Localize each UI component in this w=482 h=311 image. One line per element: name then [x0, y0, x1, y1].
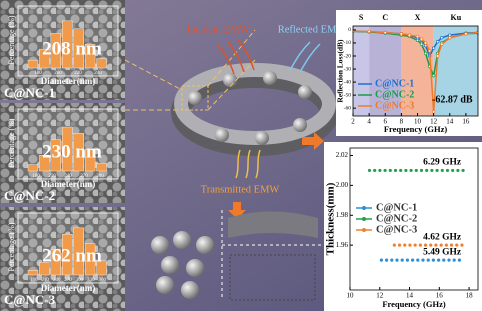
y-tick-label: 0	[348, 27, 351, 33]
thickness-y-label: Thickness(mm)	[325, 182, 337, 255]
sample-label: C@NC-2	[4, 188, 55, 203]
y-tick-label: -50	[344, 92, 352, 98]
bandwidth-label: 5.49 GHz	[423, 247, 462, 257]
hist-y-label: Percentage (%)	[7, 118, 16, 167]
rl-annotation: -62.87 dB	[432, 94, 473, 105]
rl-point	[424, 42, 427, 45]
histogram-bar	[28, 165, 38, 171]
figure: 180200220240Percentage (%)Diameter(nm)20…	[0, 0, 482, 311]
y-tick-label: 2.00	[336, 181, 349, 189]
y-tick-label: 2.02	[336, 151, 349, 159]
rl-point	[432, 47, 435, 50]
rl-point	[428, 49, 431, 52]
legend-dot	[362, 206, 366, 210]
band-label: S	[359, 13, 364, 22]
histogram-bar	[97, 163, 107, 171]
x-tick-label: 10	[347, 292, 355, 300]
y-tick-label: 1.96	[336, 241, 349, 249]
x-tick-label: 18	[466, 292, 474, 300]
histogram-bar	[28, 270, 38, 275]
x-tick-label: 4	[367, 118, 371, 126]
thickness-x-label: Frequency (GHz)	[382, 299, 446, 309]
particle-size: 230 nm	[42, 141, 102, 162]
rl-point	[384, 31, 387, 34]
y-tick-label: -10	[344, 40, 352, 46]
legend-label: C@NC-2	[376, 213, 417, 224]
rl-point	[436, 40, 439, 43]
legend-label: C@NC-2	[375, 89, 414, 100]
legend-label: C@NC-3	[375, 100, 414, 111]
bandwidth-label: 6.29 GHz	[423, 158, 462, 168]
legend-label: C@NC-1	[375, 78, 414, 89]
rl-point	[416, 35, 419, 38]
bandwidth-label: 4.62 GHz	[423, 232, 462, 242]
rl-point	[432, 74, 435, 77]
y-tick-label: 1.98	[336, 211, 349, 219]
band-label: C	[382, 13, 388, 22]
rl-point	[408, 34, 411, 37]
rl-point	[448, 34, 451, 37]
histogram-bar	[28, 60, 38, 68]
rl-point	[424, 52, 427, 55]
rl-point	[436, 55, 439, 58]
sem-panel: 180210240270300Percentage (%)Diameter(nm…	[0, 103, 125, 203]
particle-size: 208 nm	[42, 38, 102, 59]
band-label: Ku	[450, 13, 461, 22]
rl-point	[465, 33, 468, 36]
y-tick-label: -30	[344, 66, 352, 72]
rl-point	[400, 33, 403, 36]
hist-x-tick: 180	[32, 174, 40, 179]
x-tick-label: 2	[351, 118, 355, 126]
sample-label: C@NC-1	[4, 85, 55, 100]
legend-label: C@NC-1	[376, 202, 417, 213]
transmitted-label: Transmitted EMW	[201, 184, 280, 195]
x-tick-label: 14	[446, 118, 454, 126]
y-tick-label: -20	[344, 53, 352, 59]
legend-label: C@NC-3	[376, 224, 417, 235]
hist-x-tick: 300	[96, 174, 104, 179]
rl-x-label: Frequency (GHz)	[384, 124, 448, 134]
page: 180200220240Percentage (%)Diameter(nm)20…	[0, 0, 482, 311]
rl-point	[368, 30, 371, 33]
rl-point	[420, 38, 423, 41]
rl-y-label: Reflection Loss(dB)	[336, 39, 345, 103]
rl-point	[416, 39, 419, 42]
hist-y-label: Percentage (%)	[7, 15, 16, 64]
rl-point	[448, 36, 451, 39]
sample-label: C@NC-3	[4, 292, 56, 307]
incident-label: Incident EMW	[187, 24, 250, 35]
x-tick-label: 16	[462, 118, 470, 126]
particle-size: 262 nm	[42, 245, 102, 266]
band	[353, 26, 369, 116]
hist-y-label: Percentage (%)	[7, 222, 16, 271]
rl-point	[432, 111, 435, 114]
histogram-bar	[97, 59, 107, 68]
y-tick-label: -40	[344, 79, 352, 85]
hist-x-tick: 180	[30, 278, 38, 283]
rl-point	[440, 43, 443, 46]
rl-point	[440, 36, 443, 39]
legend-dot	[362, 217, 366, 221]
rl-point	[420, 43, 423, 46]
legend-dot	[362, 228, 366, 232]
hist-x-tick: 240	[94, 71, 102, 76]
y-tick-label: -60	[344, 105, 352, 111]
band-label: X	[415, 13, 421, 22]
hist-x-tick: 360	[99, 278, 107, 283]
